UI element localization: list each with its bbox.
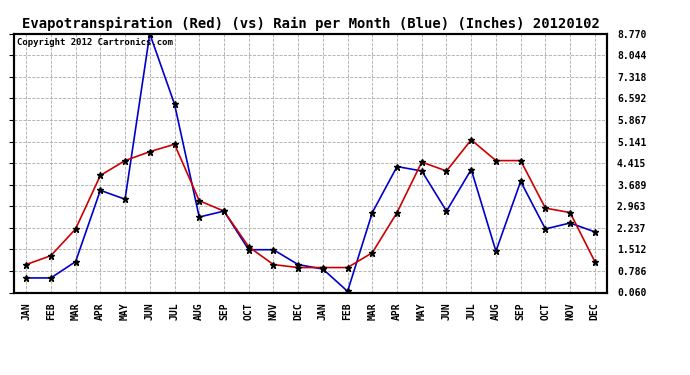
- Title: Evapotranspiration (Red) (vs) Rain per Month (Blue) (Inches) 20120102: Evapotranspiration (Red) (vs) Rain per M…: [21, 17, 600, 31]
- Text: Copyright 2012 Cartronics.com: Copyright 2012 Cartronics.com: [17, 38, 172, 46]
